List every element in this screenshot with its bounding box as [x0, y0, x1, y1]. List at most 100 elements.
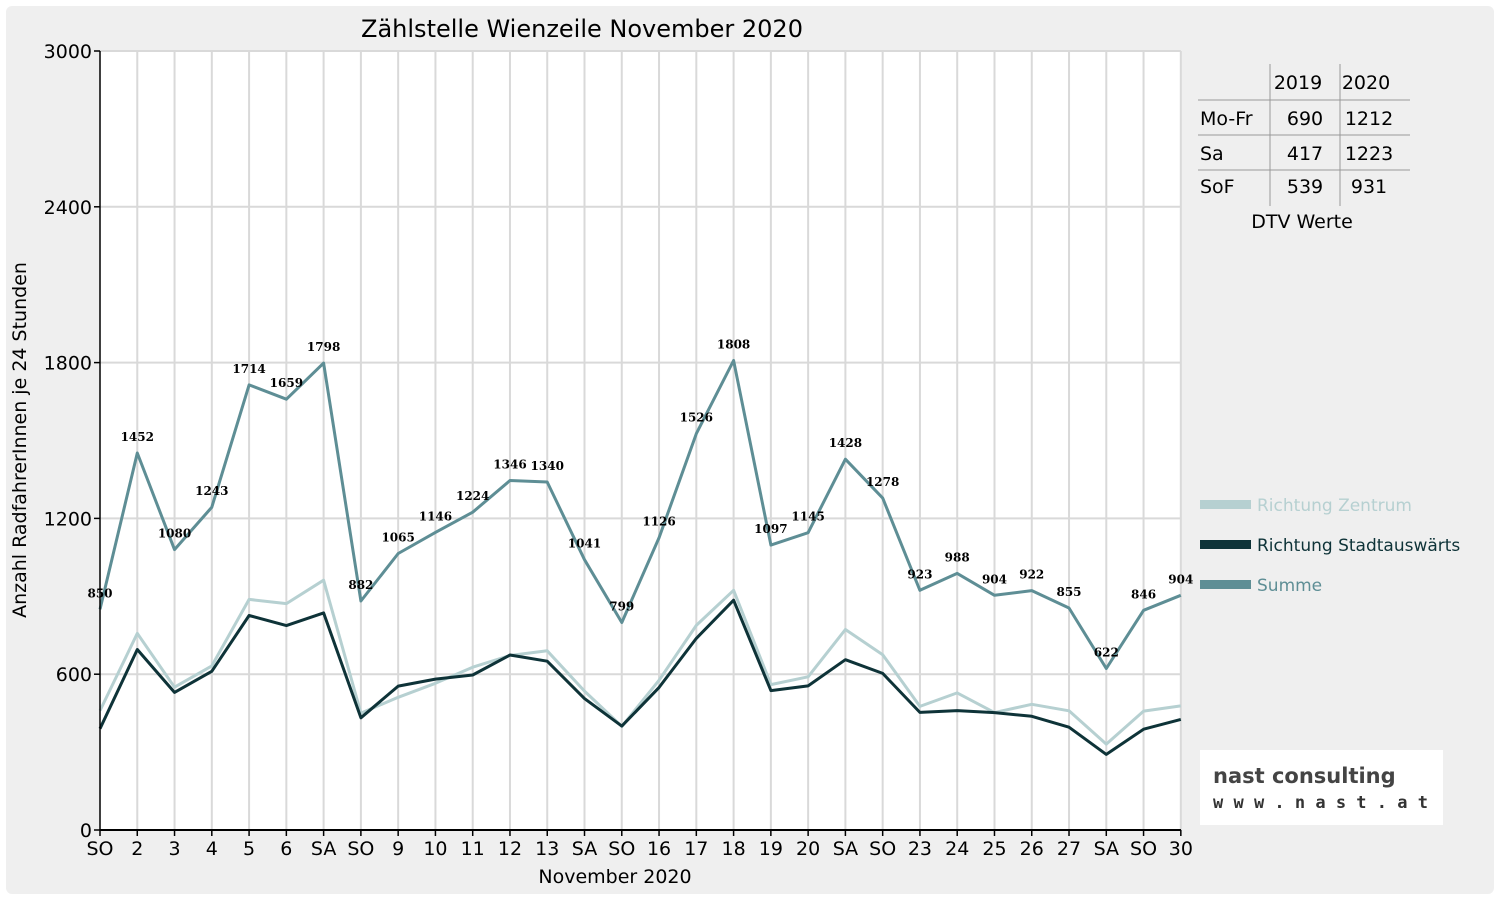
data-label: 622	[1094, 645, 1119, 659]
axes	[99, 51, 1181, 831]
x-tick-label: 18	[721, 838, 745, 860]
y-axis-title: Anzahl RadfahrerInnen je 24 Stunden	[9, 262, 31, 618]
data-label: 1041	[568, 537, 601, 551]
x-tick-label: 24	[945, 838, 969, 860]
x-tick-label: 13	[535, 838, 559, 860]
data-label: 1659	[270, 376, 303, 390]
table-header-2020: 2020	[1342, 72, 1390, 94]
x-tick-label: SA	[833, 838, 858, 860]
x-tick-label: 6	[280, 838, 292, 860]
x-tick-label: 23	[908, 838, 932, 860]
data-label: 1146	[419, 509, 452, 523]
x-tick-label: 25	[982, 838, 1006, 860]
legend-label-stadtauswaerts: Richtung Stadtauswärts	[1257, 536, 1460, 556]
x-tick-label: 12	[498, 838, 522, 860]
data-label: 1278	[866, 475, 899, 489]
data-label: 904	[1168, 572, 1193, 586]
series-line-summe	[98, 359, 1182, 670]
x-tick-label: 26	[1020, 838, 1044, 860]
x-tick-label: 3	[168, 838, 180, 860]
data-label: 1224	[456, 489, 489, 503]
data-label: 882	[348, 578, 373, 592]
chart-title: Zählstelle Wienzeile November 2020	[361, 15, 803, 43]
data-labels: 850 1452 1080 1243 1714 1659 1798 882 1065 1146 12…	[87, 338, 1193, 660]
data-label: 923	[907, 567, 932, 581]
plot-area	[100, 51, 1181, 830]
table-row-label: SoF	[1200, 176, 1235, 198]
y-tick-label: 2400	[44, 197, 92, 219]
company-logo: nast consulting w w w . n a s t . a t	[1200, 750, 1443, 825]
series-lines	[98, 359, 1182, 756]
data-label: 1145	[791, 510, 824, 524]
series-line-stadtauswaerts	[98, 598, 1182, 756]
x-tick-label: 4	[206, 838, 218, 860]
x-tick-label: SA	[311, 838, 336, 860]
data-label: 1065	[381, 530, 414, 544]
data-label: 904	[982, 572, 1007, 586]
table-cell: 417	[1287, 143, 1323, 165]
data-label: 1097	[754, 522, 787, 536]
x-tick-label: SO	[347, 838, 374, 860]
x-tick-label: 5	[243, 838, 255, 860]
data-label: 988	[945, 550, 970, 564]
x-tick-label: 30	[1169, 838, 1193, 860]
logo-background	[1200, 750, 1443, 825]
data-label: 1126	[642, 515, 675, 529]
legend-swatch-stadtauswaerts	[1200, 540, 1251, 549]
table-cell: 931	[1351, 176, 1387, 198]
grid	[100, 50, 1182, 831]
x-tick-label: 20	[796, 838, 820, 860]
table-cell: 1212	[1345, 108, 1393, 130]
legend: Richtung Zentrum Richtung Stadtauswärts …	[1200, 496, 1460, 596]
data-label: 1080	[158, 527, 191, 541]
x-tick-label: SA	[1094, 838, 1119, 860]
x-tick-label: SA	[572, 838, 597, 860]
x-axis-title: November 2020	[538, 866, 691, 888]
x-tick-label: 17	[684, 838, 708, 860]
x-tick-label: 19	[759, 838, 783, 860]
data-label: 1452	[121, 430, 154, 444]
table-header-2019: 2019	[1274, 72, 1322, 94]
data-label: 922	[1019, 568, 1044, 582]
x-tick-label: SO	[869, 838, 896, 860]
y-tick-labels: 0 600 1200 1800 2400 3000	[44, 41, 100, 842]
x-tick-label: SO	[1130, 838, 1157, 860]
y-tick-label: 600	[56, 664, 92, 686]
x-tick-label: SO	[86, 838, 113, 860]
dtv-table: 2019 2020 Mo-Fr 690 1212 Sa 417 1223 SoF…	[1198, 64, 1410, 233]
data-label: 846	[1131, 587, 1156, 601]
x-tick-label: 11	[461, 838, 485, 860]
data-label: 1808	[717, 338, 750, 352]
data-label: 855	[1056, 585, 1081, 599]
data-label: 850	[87, 586, 112, 600]
y-tick-label: 1800	[44, 353, 92, 375]
y-tick-label: 1200	[44, 508, 92, 530]
data-label: 1526	[680, 411, 713, 425]
x-tick-label: SO	[608, 838, 635, 860]
y-tick-label: 3000	[44, 41, 92, 63]
x-tick-labels: SO 2 3 4 5 6 SA SO 9 10 11 12 13 SA SO 16 17 18 19 20 SA SO 23…	[86, 830, 1193, 860]
table-cell: 539	[1287, 176, 1323, 198]
series-line-zentrum	[98, 578, 1182, 746]
y-tick-label: 0	[80, 820, 92, 842]
logo-brand-text: nast consulting	[1213, 764, 1396, 788]
table-row-label: Sa	[1200, 143, 1224, 165]
legend-label-summe: Summe	[1257, 576, 1322, 596]
data-label: 799	[609, 600, 634, 614]
table-cell: 690	[1287, 108, 1323, 130]
table-cell: 1223	[1345, 143, 1393, 165]
data-label: 1798	[307, 340, 340, 354]
legend-label-zentrum: Richtung Zentrum	[1257, 496, 1412, 516]
data-label: 1714	[232, 362, 265, 376]
x-tick-label: 2	[131, 838, 143, 860]
legend-swatch-summe	[1200, 580, 1251, 589]
data-label: 1428	[829, 436, 862, 450]
legend-swatch-zentrum	[1200, 500, 1251, 509]
data-label: 1346	[493, 457, 526, 471]
table-row-label: Mo-Fr	[1200, 108, 1253, 130]
table-caption: DTV Werte	[1251, 211, 1353, 233]
data-label: 1340	[531, 459, 564, 473]
x-tick-label: 10	[423, 838, 447, 860]
data-label: 1243	[195, 484, 228, 498]
